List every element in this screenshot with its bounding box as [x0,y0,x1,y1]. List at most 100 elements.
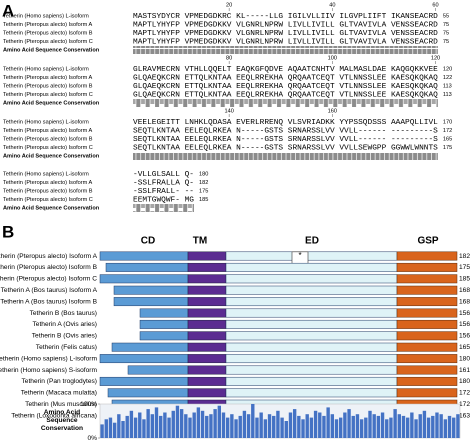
conservation-bar [380,412,385,438]
domain-header: ED [305,236,319,247]
protein-length: 165 [459,344,470,351]
domain-cd [127,365,189,375]
conservation-bar [217,405,221,438]
conservation-bar [330,414,335,438]
domain-ed [225,285,398,295]
conservation-bar [280,417,284,438]
conservation-label: Amino Acid Sequence Conservation [3,153,100,159]
y-tick-label: 100% [80,401,97,408]
conservation-label: Amino Acid [44,409,80,416]
conservation-bar [431,415,435,438]
sequence: -SSLFRALLA Q- [133,179,194,187]
conservation-bar [326,407,330,438]
domain-gsp [396,342,458,352]
protein-length: 156 [459,321,470,328]
domain-tm [187,285,227,295]
conservation-bar [117,414,121,438]
sequence-name: Tetherin (Pteropus alecto) Isoform C [3,39,93,45]
conservation-bar [318,412,322,438]
conservation-bar [305,414,309,438]
sequence: SEQTLKNTAA EELEQLRKEA N-----GSTS SRNARSS… [133,144,438,152]
y-tick-label: 0% [87,435,97,441]
protein-length: 180 [459,378,470,385]
species-name: Tetherin (Pteropus alecto) Isoform A [0,253,98,260]
conservation-bar [225,417,230,438]
conservation-bar [297,415,301,438]
conservation-bar [405,417,410,438]
sequence: MASTSYDYCR VPMEDGDKRC KL-----LLG IGILVLL… [133,13,438,21]
sequence-name: Tetherin (Homo sapiens) L-isoform [3,66,89,72]
conservation-bar [393,409,397,438]
sequence-name: Tetherin (Pteropus alecto) Isoform B [3,136,93,142]
domain-cd [105,262,189,272]
protein-length: 175 [459,264,470,271]
conservation-bar [414,419,418,438]
protein-length: 163 [459,412,470,419]
domain-header: CD [141,236,155,247]
sequence-name: Tetherin (Homo sapiens) L-isoform [3,171,89,177]
conservation-bar [439,414,443,438]
domain-gsp [396,285,458,295]
domain-cd [113,297,189,307]
conservation-label: Amino Acid Sequence Conservation [3,47,100,53]
sequence-name: Tetherin (Homo sapiens) L-isoform [3,119,89,125]
conservation-strip [133,152,438,160]
domain-cd [113,285,189,295]
conservation-strip [133,46,438,54]
sequence: MAPTLYHYFP VPMEDGDKKV VLGNRLNPRW LIVLLIV… [133,38,438,46]
sequence-end: 113 [443,92,452,98]
conservation-label: Amino Acid Sequence Conservation [3,205,100,211]
domain-gsp [396,365,458,375]
domain-tm [187,331,227,341]
domain-ed [225,319,398,329]
domain-gsp [396,376,458,386]
domain-cd [107,388,189,398]
domain-tm [187,376,227,386]
protein-length: 168 [459,287,470,294]
conservation-bar [133,417,138,438]
domain-ed [225,342,398,352]
conservation-bar [267,414,272,438]
domain-tm [187,388,227,398]
panel-label: A [2,1,14,20]
domain-ed [225,262,398,272]
protein-length: 185 [459,276,470,283]
domain-gsp [396,251,458,261]
protein-length: 161 [459,367,470,374]
species-name: Tetherin A (Bos taurus) Isoform B [0,298,97,305]
conservation-bar [452,417,456,438]
sequence: MAPTLYHYFP VPMEDGDKKV VLGNRLNPRW LIVLLIV… [133,30,438,38]
conservation-bar [343,412,347,438]
protein-length: 172 [459,390,470,397]
sequence: EEMTGWQWF- MG [133,196,194,204]
conservation-bar [301,419,305,438]
sequence: SEQTLKNTAA EELEQLRKEA N-----GSTS SRNARSS… [133,136,438,144]
conservation-bar [150,414,155,438]
domain-cd [139,308,189,318]
conservation-bar [355,414,360,438]
conservation-label: Amino Acid Sequence Conservation [3,100,100,106]
conservation-bar [288,412,293,438]
conservation-bar [410,412,414,438]
domain-gsp [396,262,458,272]
domain-gsp [396,319,458,329]
domain-tm [187,319,227,329]
ruler-number: 140 [224,108,233,114]
conservation-bar [359,419,364,438]
conservation-bar [112,422,117,438]
ruler-number: 120 [431,55,440,61]
domain-ed [225,376,398,386]
sequence-name: Tetherin (Pteropus alecto) Isoform B [3,30,93,36]
conservation-bar [389,417,393,438]
conservation-bar [376,415,381,438]
species-name: Tetherin (Homo sapiens) S-isoform [0,367,98,374]
domain-gsp [396,308,458,318]
domain-cd [99,376,189,386]
species-name: Tetherin (Pan troglodytes) [22,378,98,385]
conservation-bar [125,415,129,438]
conservation-bar [179,409,184,438]
protein-length: 182 [459,253,470,260]
ruler-number: 60 [432,2,438,8]
sequence: VEELEGEITT LNHKLQDASA EVERLRRENQ VLSVRIA… [133,119,438,127]
